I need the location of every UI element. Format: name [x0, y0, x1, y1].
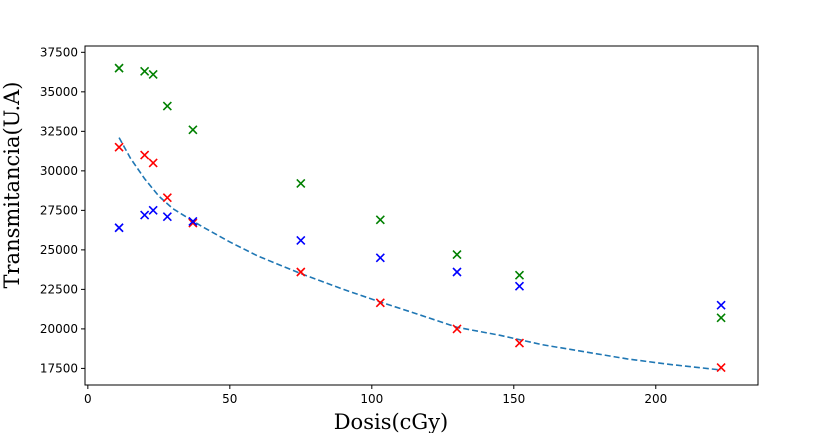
- y-tick-label: 37500: [40, 45, 78, 59]
- data-point-x-marker: [716, 300, 726, 310]
- data-point-x-marker: [188, 125, 198, 135]
- data-point-x-marker: [296, 267, 306, 277]
- data-point-x-marker: [114, 142, 124, 152]
- x-tick-label: 200: [644, 392, 667, 406]
- plot-area: [85, 46, 758, 385]
- data-point-x-marker: [114, 63, 124, 73]
- data-point-x-marker: [148, 69, 158, 80]
- y-axis-title: Transmitancia(U.A): [0, 82, 24, 289]
- data-point-x-marker: [375, 298, 385, 308]
- data-point-x-marker: [716, 313, 726, 323]
- data-point-x-marker: [375, 215, 385, 225]
- data-point-x-marker: [148, 158, 158, 168]
- x-tick-label: 100: [360, 392, 383, 406]
- data-point-x-marker: [452, 250, 462, 260]
- data-point-x-marker: [114, 223, 124, 233]
- data-point-x-marker: [140, 150, 150, 160]
- plot-frame: [84, 45, 759, 386]
- data-point-x-marker: [514, 270, 525, 280]
- data-point-x-marker: [162, 212, 172, 222]
- y-tick-label: 22500: [40, 282, 78, 296]
- data-point-x-marker: [716, 363, 726, 373]
- y-tick-label: 32500: [40, 124, 78, 138]
- data-marker-layer: [114, 63, 726, 373]
- data-point-x-marker: [188, 216, 198, 226]
- data-point-x-marker: [296, 235, 306, 245]
- y-tick-label: 17500: [40, 361, 78, 375]
- y-tick-label: 27500: [40, 203, 78, 217]
- data-point-x-marker: [188, 218, 198, 228]
- data-point-x-marker: [452, 324, 462, 334]
- y-tick-label: 30000: [40, 164, 78, 178]
- x-tick-label: 0: [84, 392, 92, 406]
- x-axis-title: Dosis(cGy): [334, 410, 449, 433]
- data-point-x-marker: [148, 205, 158, 215]
- data-point-x-marker: [140, 66, 150, 76]
- data-point-x-marker: [514, 281, 525, 291]
- data-point-x-marker: [296, 178, 306, 189]
- x-tick-label: 150: [502, 392, 525, 406]
- data-point-x-marker: [162, 193, 172, 203]
- y-axis-ticks: 17500 20000 22500 25000 27500 30000 32500 35000…: [40, 45, 85, 375]
- y-tick-label: 20000: [40, 322, 78, 336]
- data-point-x-marker: [375, 253, 385, 263]
- x-tick-label: 50: [222, 392, 237, 406]
- data-point-x-marker: [514, 338, 525, 348]
- x-axis-ticks: 0 50 100 150 200: [84, 385, 667, 406]
- data-point-x-marker: [162, 101, 172, 111]
- y-tick-label: 35000: [40, 85, 78, 99]
- y-tick-label: 25000: [40, 243, 78, 257]
- data-point-x-marker: [140, 210, 150, 220]
- data-point-x-marker: [452, 267, 462, 277]
